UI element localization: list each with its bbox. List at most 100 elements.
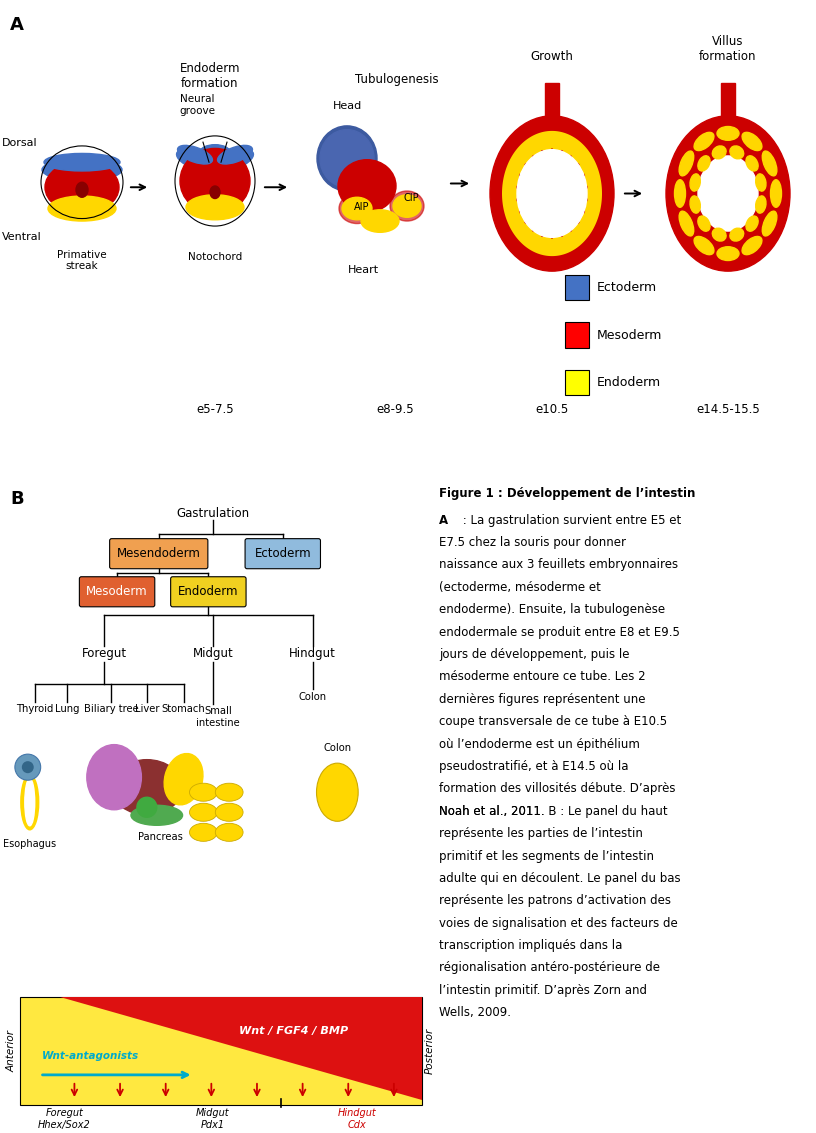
Text: A: A (439, 513, 448, 527)
Text: Villus
formation: Villus formation (699, 35, 756, 63)
Text: Stomach: Stomach (162, 704, 206, 714)
Ellipse shape (712, 228, 726, 241)
Bar (545, 84, 559, 118)
Text: A: A (10, 16, 24, 34)
Text: Tubulogenesis: Tubulogenesis (355, 73, 439, 86)
Circle shape (518, 164, 526, 173)
FancyBboxPatch shape (245, 538, 321, 569)
Text: Noah et al., 2011.: Noah et al., 2011. (439, 804, 548, 818)
Bar (565, 275, 589, 300)
Ellipse shape (320, 129, 374, 187)
Text: Head: Head (332, 101, 361, 111)
Circle shape (518, 213, 526, 222)
Text: Lung: Lung (55, 704, 80, 714)
Ellipse shape (176, 150, 214, 170)
Ellipse shape (756, 196, 766, 213)
Circle shape (553, 145, 561, 153)
Ellipse shape (746, 155, 758, 171)
Text: Pancreas: Pancreas (138, 833, 183, 842)
Text: Endoderm: Endoderm (597, 376, 661, 389)
Ellipse shape (186, 195, 244, 220)
Ellipse shape (317, 126, 377, 191)
Text: Ectoderm: Ectoderm (255, 547, 311, 560)
Bar (565, 370, 589, 395)
Text: Anterior: Anterior (7, 1030, 17, 1072)
Ellipse shape (131, 806, 183, 825)
Circle shape (534, 230, 540, 239)
Ellipse shape (717, 247, 739, 261)
Ellipse shape (317, 764, 358, 821)
Text: Endoderm
formation: Endoderm formation (180, 61, 240, 90)
Circle shape (490, 116, 614, 271)
Circle shape (706, 165, 750, 221)
Ellipse shape (338, 160, 396, 212)
Text: Foregut
Hhex/Sox2: Foregut Hhex/Sox2 (38, 1108, 91, 1130)
Circle shape (512, 189, 520, 198)
Ellipse shape (730, 228, 743, 241)
Ellipse shape (189, 803, 217, 821)
Text: Heart: Heart (348, 265, 379, 275)
Ellipse shape (178, 145, 212, 164)
Text: (ectoderme, mésoderme et: (ectoderme, mésoderme et (439, 581, 601, 594)
FancyBboxPatch shape (79, 577, 155, 607)
Circle shape (564, 230, 570, 239)
Ellipse shape (111, 759, 183, 815)
Text: Hindgut
Cdx: Hindgut Cdx (338, 1108, 377, 1130)
Ellipse shape (690, 173, 700, 191)
Text: coupe transversale de ce tube à E10.5: coupe transversale de ce tube à E10.5 (439, 715, 667, 729)
Ellipse shape (44, 153, 120, 171)
Circle shape (698, 156, 758, 231)
Ellipse shape (679, 211, 694, 236)
Ellipse shape (216, 150, 254, 170)
Text: jours de développement, puis le: jours de développement, puis le (439, 648, 629, 661)
Text: e8-9.5: e8-9.5 (376, 403, 414, 417)
Circle shape (210, 186, 220, 198)
Circle shape (22, 761, 33, 773)
Text: Primative
streak: Primative streak (57, 250, 107, 272)
Ellipse shape (690, 196, 700, 213)
Text: Thyroid: Thyroid (16, 704, 53, 714)
Ellipse shape (717, 127, 739, 140)
Polygon shape (60, 997, 422, 1100)
Text: Mesoderm: Mesoderm (597, 329, 663, 341)
Text: Midgut
Pdx1: Midgut Pdx1 (196, 1108, 229, 1130)
Text: voies de signalisation et des facteurs de: voies de signalisation et des facteurs d… (439, 917, 678, 930)
Text: e10.5: e10.5 (535, 403, 569, 417)
Text: pseudostratifié, et à E14.5 où la: pseudostratifié, et à E14.5 où la (439, 760, 628, 773)
Ellipse shape (730, 146, 743, 159)
Circle shape (543, 233, 550, 242)
Circle shape (514, 202, 521, 211)
Text: Ectoderm: Ectoderm (597, 281, 657, 293)
Text: Posterior: Posterior (424, 1028, 435, 1074)
Ellipse shape (694, 133, 714, 151)
Text: E7.5 chez la souris pour donner: E7.5 chez la souris pour donner (439, 536, 626, 550)
Ellipse shape (770, 180, 782, 207)
Text: représente les patrons d’activation des: représente les patrons d’activation des (439, 894, 671, 908)
Circle shape (579, 213, 586, 222)
Ellipse shape (189, 824, 217, 842)
Ellipse shape (679, 151, 694, 176)
Ellipse shape (675, 180, 685, 207)
Ellipse shape (746, 216, 758, 231)
Text: Notochord: Notochord (188, 253, 242, 263)
Text: Noah et al., 2011. B : Le panel du haut: Noah et al., 2011. B : Le panel du haut (439, 804, 667, 818)
Text: adulte qui en découlent. Le panel du bas: adulte qui en découlent. Le panel du bas (439, 872, 681, 885)
Ellipse shape (48, 196, 116, 221)
Ellipse shape (712, 146, 726, 159)
Circle shape (76, 182, 88, 197)
Circle shape (583, 202, 590, 211)
Polygon shape (502, 131, 602, 256)
Ellipse shape (215, 783, 243, 801)
Circle shape (666, 116, 790, 271)
Text: Gastrulation: Gastrulation (177, 508, 250, 520)
Ellipse shape (21, 775, 38, 829)
Ellipse shape (189, 783, 217, 801)
Circle shape (514, 177, 521, 185)
Bar (565, 323, 589, 348)
Text: AIP: AIP (354, 202, 370, 212)
Text: Liver: Liver (135, 704, 159, 714)
FancyBboxPatch shape (109, 538, 208, 569)
Ellipse shape (756, 173, 766, 191)
Ellipse shape (200, 145, 230, 160)
Text: endodermale se produit entre E8 et E9.5: endodermale se produit entre E8 et E9.5 (439, 625, 680, 639)
